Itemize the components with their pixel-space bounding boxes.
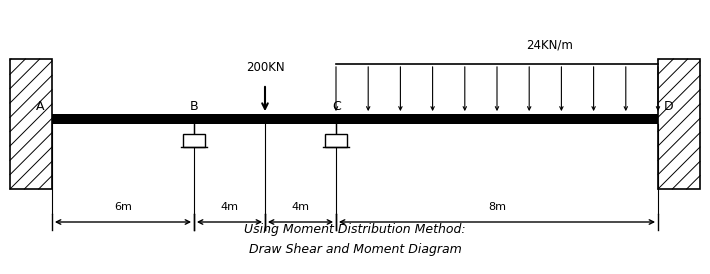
Text: 8m: 8m xyxy=(488,202,506,212)
Text: 4m: 4m xyxy=(292,202,310,212)
Text: 6m: 6m xyxy=(114,202,132,212)
Text: 4m: 4m xyxy=(221,202,239,212)
Bar xyxy=(325,134,347,147)
Text: D: D xyxy=(664,100,674,113)
Text: A: A xyxy=(36,100,44,113)
Text: 200KN: 200KN xyxy=(246,61,284,74)
Text: Draw Shear and Moment Diagram: Draw Shear and Moment Diagram xyxy=(248,243,462,256)
Text: C: C xyxy=(332,100,341,113)
Text: Using Moment Distribution Method:: Using Moment Distribution Method: xyxy=(244,223,466,236)
Bar xyxy=(183,134,205,147)
Text: B: B xyxy=(190,100,199,113)
Text: 24KN/m: 24KN/m xyxy=(527,39,574,52)
Bar xyxy=(658,59,700,189)
Bar xyxy=(10,59,52,189)
Bar xyxy=(52,114,658,124)
